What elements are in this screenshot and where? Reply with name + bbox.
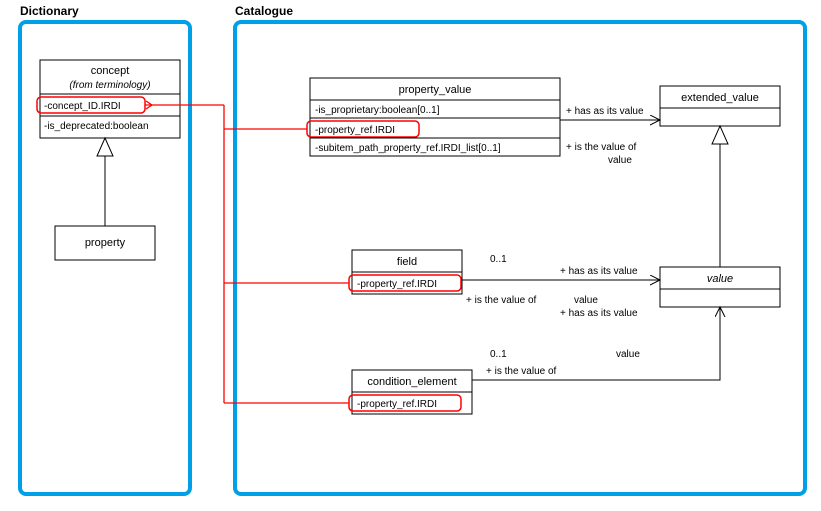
dictionary-title: Dictionary bbox=[20, 4, 79, 18]
class-property: property bbox=[55, 226, 155, 260]
value-name: value bbox=[707, 273, 733, 285]
concept-name: concept bbox=[91, 65, 130, 77]
class-field: field -property_ref.IRDI bbox=[349, 250, 462, 294]
concept-attr-1: -is_deprecated:boolean bbox=[44, 121, 149, 132]
concept-attr-0: -concept_ID.IRDI bbox=[44, 101, 121, 112]
catalogue-title: Catalogue bbox=[235, 4, 293, 18]
assoc-ce-v: 0..1 + has as its value + is the value o… bbox=[472, 307, 720, 380]
ce-v-near: + has as its value bbox=[560, 308, 638, 319]
ce-v-mult: 0..1 bbox=[490, 349, 507, 360]
property-value-name: property_value bbox=[399, 84, 472, 96]
gen-ev-value bbox=[712, 126, 728, 267]
field-name: field bbox=[397, 256, 417, 268]
class-condition-element: condition_element -property_ref.IRDI bbox=[349, 370, 472, 414]
gen-property-concept bbox=[97, 138, 113, 226]
ce-attr-0: -property_ref.IRDI bbox=[357, 399, 437, 410]
pv-ev-role: value bbox=[608, 155, 632, 166]
uml-diagram: Dictionary concept (from terminology) -c… bbox=[0, 0, 821, 511]
pv-attr-1: -property_ref.IRDI bbox=[315, 125, 395, 136]
ce-v-far: + is the value of bbox=[486, 366, 557, 377]
property-name: property bbox=[85, 237, 126, 249]
class-concept: concept (from terminology) -concept_ID.I… bbox=[37, 60, 180, 138]
field-attr-0: -property_ref.IRDI bbox=[357, 279, 437, 290]
pv-ev-near: + has as its value bbox=[566, 106, 644, 117]
pv-ev-far: + is the value of bbox=[566, 142, 637, 153]
class-extended-value: extended_value bbox=[660, 86, 780, 126]
f-v-near: + has as its value bbox=[560, 266, 638, 277]
assoc-f-v: 0..1 + has as its value + is the value o… bbox=[462, 254, 660, 306]
concept-stereotype: (from terminology) bbox=[69, 80, 150, 91]
extended-value-name: extended_value bbox=[681, 92, 759, 104]
f-v-role: value bbox=[574, 295, 598, 306]
ce-v-role: value bbox=[616, 349, 640, 360]
f-v-far: + is the value of bbox=[466, 295, 537, 306]
class-value: value bbox=[660, 267, 780, 307]
assoc-pv-ev: + has as its value + is the value of val… bbox=[560, 106, 660, 166]
class-property-value: property_value -is_proprietary:boolean[0… bbox=[307, 78, 560, 156]
pv-attr-2: -subitem_path_property_ref.IRDI_list[0..… bbox=[315, 143, 501, 154]
f-v-mult: 0..1 bbox=[490, 254, 507, 265]
pv-attr-0: -is_proprietary:boolean[0..1] bbox=[315, 105, 440, 116]
condition-element-name: condition_element bbox=[367, 376, 456, 388]
